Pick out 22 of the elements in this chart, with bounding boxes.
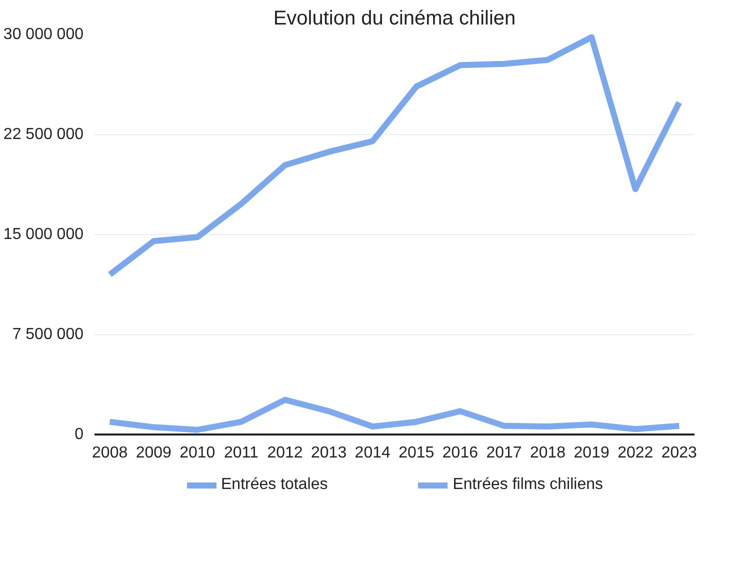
y-tick-label: 0 <box>74 426 84 443</box>
x-tick-label: 2008 <box>92 444 128 462</box>
x-tick-label: 2014 <box>354 444 390 462</box>
x-tick-label: 2012 <box>267 444 303 462</box>
x-tick-label: 2016 <box>442 444 478 462</box>
x-tick-label: 2011 <box>224 444 259 462</box>
x-tick-label: 2017 <box>486 444 522 462</box>
y-tick-label: 7 500 000 <box>12 326 84 343</box>
legend-label: Entrées films chiliens <box>452 476 604 494</box>
x-tick-label: 2018 <box>530 444 566 462</box>
x-tick-label: 2013 <box>311 444 347 462</box>
y-tick-label: 22 500 000 <box>3 126 84 143</box>
y-tick-label: 30 000 000 <box>3 26 84 43</box>
x-tick-label: 2023 <box>661 444 698 462</box>
x-tick-label: 2022 <box>618 444 654 462</box>
x-tick-label: 2019 <box>574 444 610 462</box>
x-tick-label: 2009 <box>136 444 172 462</box>
chart-title: Evolution du cinéma chilien <box>273 8 516 30</box>
y-tick-label: 15 000 000 <box>3 226 84 243</box>
x-tick-label: 2015 <box>398 444 434 462</box>
x-tick-label: 2010 <box>180 444 216 462</box>
legend-label: Entrées totales <box>220 476 328 494</box>
